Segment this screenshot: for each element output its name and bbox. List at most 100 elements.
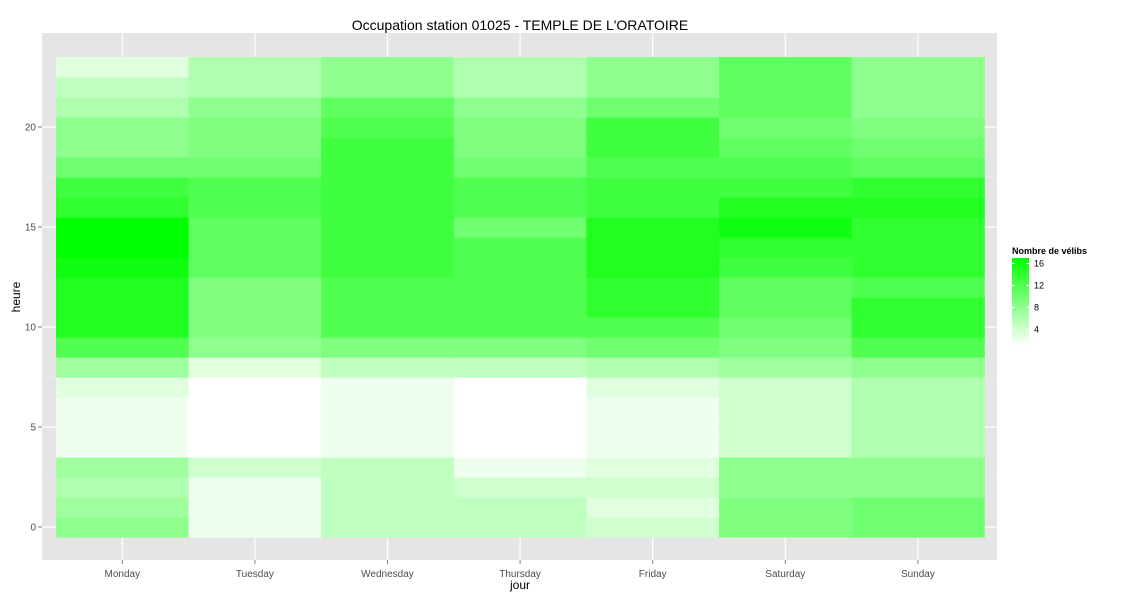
heatmap-cell: [719, 517, 853, 538]
heatmap-cell: [188, 397, 322, 418]
heatmap-cell: [586, 397, 720, 418]
heatmap-cell: [56, 317, 190, 338]
heatmap-cell: [321, 197, 455, 218]
heatmap-cell: [719, 217, 853, 238]
heatmap-cell: [56, 237, 190, 258]
heatmap-cell: [851, 157, 985, 178]
heatmap-cell: [719, 457, 853, 478]
legend-label: 16: [1034, 259, 1044, 269]
heatmap-cell: [453, 337, 587, 358]
heatmap-cell: [719, 337, 853, 358]
heatmap-cell: [321, 377, 455, 398]
heatmap-cell: [56, 257, 190, 278]
heatmap-cell: [188, 417, 322, 438]
legend-label: 4: [1034, 325, 1039, 335]
heatmap-cell: [586, 77, 720, 98]
heatmap-cell: [321, 57, 455, 78]
heatmap-cell: [719, 437, 853, 458]
y-tick-label: 5: [30, 423, 36, 434]
heatmap-cell: [321, 117, 455, 138]
heatmap-cell: [321, 317, 455, 338]
heatmap-cell: [321, 277, 455, 298]
heatmap-cell: [56, 517, 190, 538]
heatmap-cell: [586, 477, 720, 498]
heatmap-cell: [586, 237, 720, 258]
legend-label: 12: [1034, 281, 1044, 291]
heatmap-cell: [586, 97, 720, 118]
heatmap-cell: [453, 457, 587, 478]
x-tick-label: Sunday: [901, 569, 935, 580]
legend: Nombre de vélibs 4 8 12 16: [1012, 246, 1087, 346]
heatmap-cell: [453, 217, 587, 238]
x-tick-label: Monday: [105, 569, 141, 580]
heatmap-cell: [851, 297, 985, 318]
heatmap-cell: [56, 217, 190, 238]
heatmap-cell: [586, 517, 720, 538]
heatmap-cell: [188, 297, 322, 318]
heatmap-cell: [321, 457, 455, 478]
heatmap-cell: [188, 437, 322, 458]
legend-label: 8: [1034, 303, 1039, 313]
heatmap-cell: [586, 437, 720, 458]
heatmap-cell: [453, 317, 587, 338]
heatmap-cell: [453, 177, 587, 198]
heatmap-cell: [188, 197, 322, 218]
heatmap-cell: [453, 397, 587, 418]
heatmap-cell: [453, 417, 587, 438]
heatmap-cell: [188, 97, 322, 118]
heatmap-cell: [188, 317, 322, 338]
heatmap-cell: [719, 237, 853, 258]
heatmap-cell: [56, 417, 190, 438]
heatmap-cell: [851, 497, 985, 518]
heatmap-cell: [188, 337, 322, 358]
heatmap-cell: [586, 497, 720, 518]
heatmap-cell: [719, 317, 853, 338]
heatmap-cell: [188, 57, 322, 78]
heatmap-cell: [586, 457, 720, 478]
heatmap-cell: [188, 157, 322, 178]
heatmap-cell: [851, 137, 985, 158]
heatmap-cell: [453, 117, 587, 138]
heatmap-cell: [851, 97, 985, 118]
heatmap-cell: [56, 357, 190, 378]
y-tick-label: 0: [30, 523, 36, 534]
heatmap-cell: [56, 377, 190, 398]
x-axis: Monday Tuesday Wednesday Thursday Friday Satu…: [105, 560, 935, 580]
heatmap-cell: [851, 117, 985, 138]
heatmap-cell: [321, 77, 455, 98]
heatmap-cell: [453, 197, 587, 218]
x-axis-title: jour: [509, 578, 530, 592]
heatmap-cell: [851, 237, 985, 258]
heatmap-cell: [851, 377, 985, 398]
heatmap-cell: [453, 77, 587, 98]
heatmap-cell: [586, 177, 720, 198]
heatmap-cell: [188, 277, 322, 298]
legend-colorbar: [1012, 258, 1029, 346]
heatmap-cell: [719, 357, 853, 378]
heatmap-cell: [719, 77, 853, 98]
heatmap-cell: [851, 477, 985, 498]
heatmap-cell: [188, 497, 322, 518]
heatmap-cell: [851, 517, 985, 538]
heatmap-cell: [56, 297, 190, 318]
heatmap-cell: [321, 477, 455, 498]
heatmap-cell: [453, 137, 587, 158]
heatmap-cell: [586, 357, 720, 378]
heatmap-cell: [851, 317, 985, 338]
heatmap-cell: [586, 137, 720, 158]
heatmap-cell: [719, 417, 853, 438]
heatmap-cell: [719, 157, 853, 178]
heatmap-cell: [719, 477, 853, 498]
heatmap-cell: [719, 197, 853, 218]
heatmap-cell: [56, 157, 190, 178]
heatmap-cell: [321, 397, 455, 418]
heatmap-cell: [56, 337, 190, 358]
heatmap-cell: [56, 497, 190, 518]
x-tick-label: Wednesday: [361, 569, 414, 580]
heatmap-cell: [586, 317, 720, 338]
legend-ticks: 4 8 12 16: [1012, 259, 1044, 335]
heatmap-cell: [586, 297, 720, 318]
heatmap-cell: [56, 477, 190, 498]
heatmap-cell: [188, 237, 322, 258]
heatmap-cell: [321, 517, 455, 538]
